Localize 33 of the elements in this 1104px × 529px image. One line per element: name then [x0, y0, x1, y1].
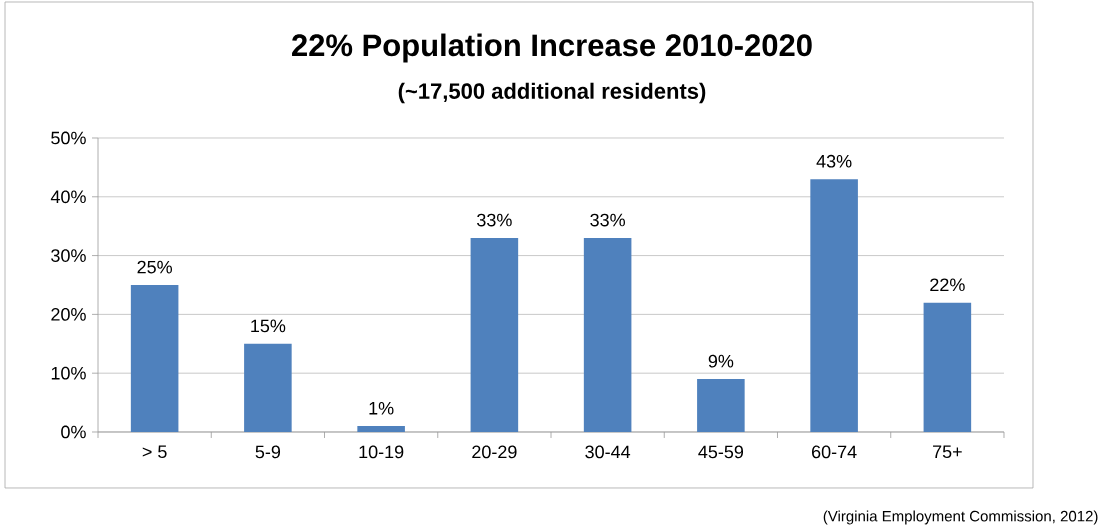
- x-tick-label: 5-9: [255, 445, 281, 459]
- bar: [583, 237, 632, 432]
- x-tick-label: 60-74: [812, 445, 857, 459]
- chart-subtitle: (~17,500 additional residents): [398, 82, 706, 104]
- y-tick-label: 50%: [51, 131, 86, 145]
- bar: [810, 179, 858, 432]
- data-label: 15%: [251, 319, 286, 333]
- x-tick-label: 20-29: [472, 445, 517, 459]
- text: (Virginia Employment Commission, 2012): [823, 510, 1098, 525]
- chart-title: 22% Population Increase 2010-2020: [292, 33, 812, 63]
- x-tick-label: 75+: [933, 445, 962, 459]
- y-tick-label: 20%: [51, 308, 86, 321]
- x-tick-label: 45-59: [698, 445, 744, 459]
- data-label: 22%: [930, 278, 965, 292]
- x-tick-label: 10-19: [359, 445, 404, 459]
- data-label: 43%: [816, 154, 852, 168]
- y-tick-label: 0%: [61, 425, 86, 439]
- data-label: 9%: [708, 354, 734, 368]
- data-label: 25%: [137, 260, 173, 274]
- data-label: 33%: [590, 213, 625, 227]
- bar: [923, 302, 972, 432]
- bar: [697, 379, 745, 432]
- bar: [244, 343, 292, 432]
- bar: [470, 237, 519, 432]
- y-tick-label: 40%: [50, 190, 86, 204]
- data-label: 1%: [369, 401, 394, 415]
- x-tick-label: > 5: [142, 445, 167, 459]
- bar: [130, 284, 179, 432]
- y-tick-label: 10%: [51, 366, 86, 380]
- bar: [357, 426, 405, 432]
- x-tick-label: 30-44: [585, 445, 631, 459]
- y-tick-label: 30%: [51, 249, 86, 262]
- data-label: 33%: [477, 213, 512, 227]
